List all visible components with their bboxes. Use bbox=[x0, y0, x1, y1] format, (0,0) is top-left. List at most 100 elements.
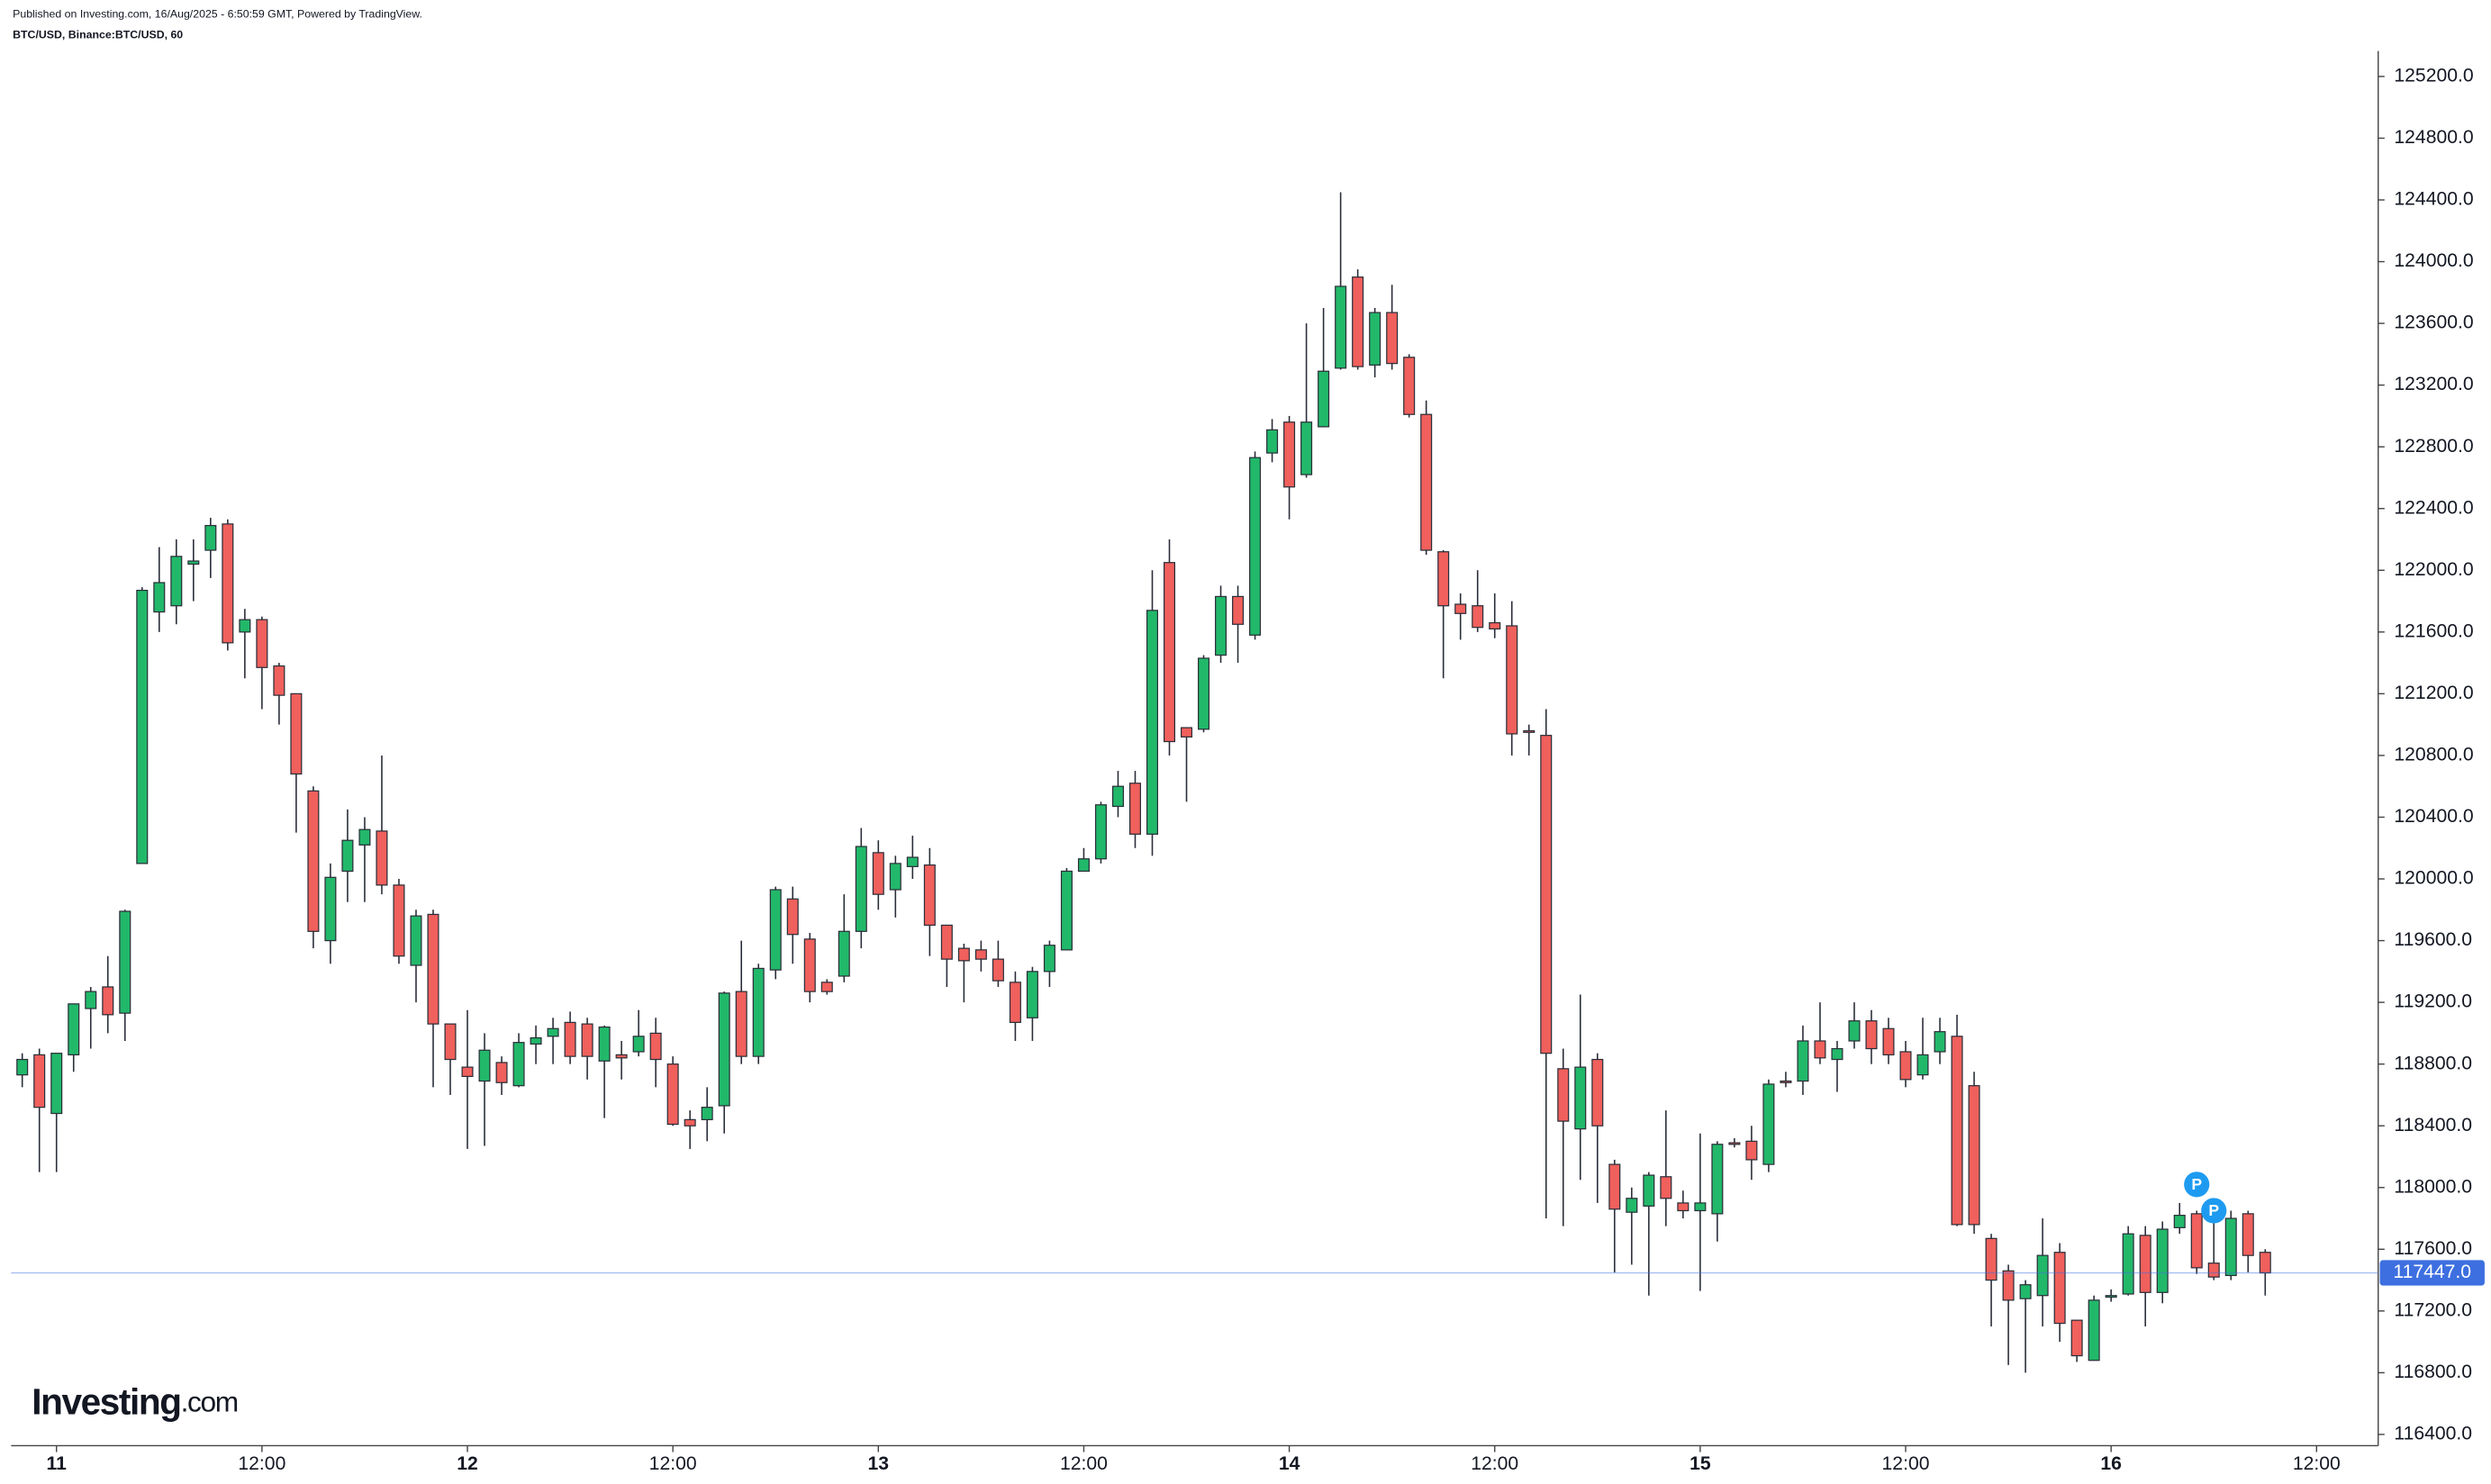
candle-body bbox=[1711, 1144, 1724, 1215]
y-tick-label: 122400.0 bbox=[2394, 497, 2473, 518]
candle-body bbox=[1060, 870, 1073, 951]
candle-body bbox=[444, 1023, 457, 1061]
candle-body bbox=[992, 958, 1004, 982]
candle-body bbox=[1968, 1085, 1980, 1226]
candle-body bbox=[786, 898, 799, 936]
candle-body bbox=[1181, 727, 1193, 737]
candle-body bbox=[684, 1118, 696, 1127]
candle-body bbox=[1865, 1020, 1878, 1050]
candle-body bbox=[2173, 1214, 2186, 1228]
chart-title: BTC/USD, Binance:BTC/USD, 60 bbox=[13, 28, 183, 41]
y-tick-label: 118000.0 bbox=[2394, 1176, 2472, 1197]
x-tick-label: 12:00 bbox=[1471, 1453, 1518, 1474]
last-price-label: 117447.0 bbox=[2393, 1262, 2471, 1282]
candle-body bbox=[649, 1032, 662, 1061]
candle-body bbox=[769, 889, 782, 971]
candle-body bbox=[564, 1021, 576, 1057]
y-tick-label: 124400.0 bbox=[2394, 189, 2473, 210]
candle-body bbox=[153, 582, 166, 613]
candle-body bbox=[393, 884, 405, 957]
logo: Investing.com bbox=[32, 1380, 238, 1422]
candle-body bbox=[358, 828, 371, 846]
candle-body bbox=[1591, 1058, 1604, 1127]
candle-body bbox=[1335, 285, 1347, 369]
candle-body bbox=[1540, 735, 1553, 1054]
candle-body bbox=[1009, 982, 1021, 1024]
candle-body bbox=[1557, 1068, 1570, 1122]
y-tick-label: 116400.0 bbox=[2394, 1424, 2472, 1444]
header: Published on Investing.com, 16/Aug/2025 … bbox=[13, 7, 422, 20]
candle-body bbox=[2088, 1299, 2100, 1362]
candle-body bbox=[1283, 421, 1296, 488]
candle-body bbox=[273, 665, 285, 696]
y-tick-label: 121600.0 bbox=[2394, 620, 2473, 641]
candle-body bbox=[1831, 1047, 1843, 1061]
candle-body bbox=[1506, 625, 1518, 735]
y-tick-label: 120800.0 bbox=[2394, 745, 2473, 765]
candle-body bbox=[1437, 551, 1450, 607]
candle-body bbox=[1985, 1237, 1997, 1281]
y-tick-label: 118800.0 bbox=[2394, 1053, 2472, 1073]
candle-body bbox=[1094, 804, 1107, 860]
candle-body bbox=[1249, 457, 1262, 636]
candle-body bbox=[1643, 1174, 1655, 1207]
candle-body bbox=[906, 856, 919, 867]
candle-body bbox=[1472, 605, 1484, 629]
candle-body bbox=[1797, 1040, 1809, 1082]
candle-body bbox=[838, 930, 850, 977]
y-tick-label: 124000.0 bbox=[2394, 250, 2473, 271]
candle-body bbox=[735, 991, 747, 1057]
candle-body bbox=[1882, 1027, 1895, 1056]
candle-body bbox=[1454, 603, 1467, 614]
candle-body bbox=[872, 852, 884, 895]
candle-body bbox=[50, 1053, 63, 1115]
candle-body bbox=[222, 523, 234, 644]
x-tick-label: 12:00 bbox=[649, 1453, 697, 1474]
candle-body bbox=[615, 1054, 628, 1059]
candle-body bbox=[957, 947, 970, 962]
candle-body bbox=[1128, 783, 1141, 835]
candle-body bbox=[701, 1107, 713, 1120]
candle-body bbox=[324, 876, 337, 942]
candle-body bbox=[1163, 562, 1176, 743]
candle-body bbox=[2207, 1262, 2220, 1278]
y-tick-label: 124800.0 bbox=[2394, 127, 2473, 148]
candle-body bbox=[1232, 595, 1245, 625]
candle-body bbox=[1043, 945, 1055, 973]
y-tick-label: 122000.0 bbox=[2394, 559, 2473, 580]
y-tick-label: 118400.0 bbox=[2394, 1115, 2472, 1136]
candle-body bbox=[718, 992, 730, 1107]
candle-body bbox=[547, 1027, 559, 1037]
candle-body bbox=[2105, 1295, 2117, 1298]
candle-body bbox=[2002, 1270, 2015, 1301]
candle-body bbox=[1608, 1163, 1621, 1210]
last-price-box bbox=[2379, 1260, 2485, 1286]
candle-body bbox=[1848, 1020, 1861, 1042]
x-tick-label: 12:00 bbox=[2293, 1453, 2341, 1474]
candle-body bbox=[2156, 1228, 2169, 1293]
candle-body bbox=[1077, 858, 1090, 873]
x-tick-label: 12:00 bbox=[238, 1453, 285, 1474]
candle-body bbox=[102, 986, 114, 1016]
annotation-marker bbox=[2201, 1198, 2227, 1224]
candle-body bbox=[1420, 413, 1433, 551]
candle-body bbox=[581, 1023, 593, 1057]
y-tick-label: 119600.0 bbox=[2394, 929, 2472, 950]
candle-body bbox=[752, 967, 765, 1057]
candle-body bbox=[1728, 1142, 1741, 1145]
candle-body bbox=[598, 1026, 611, 1062]
candle-body bbox=[530, 1036, 542, 1045]
candle-body bbox=[427, 913, 439, 1025]
y-tick-label: 117600.0 bbox=[2394, 1238, 2472, 1259]
annotation-label: P bbox=[2191, 1175, 2202, 1193]
x-tick-label: 12 bbox=[457, 1453, 478, 1474]
candle-body bbox=[410, 915, 422, 966]
candle-body bbox=[290, 692, 303, 775]
x-tick-label: 13 bbox=[868, 1453, 890, 1474]
candle-body bbox=[1369, 312, 1381, 366]
candle-body bbox=[1951, 1036, 1963, 1226]
candle-body bbox=[666, 1063, 679, 1126]
candle-body bbox=[1660, 1176, 1672, 1199]
candle-body bbox=[1677, 1202, 1689, 1212]
